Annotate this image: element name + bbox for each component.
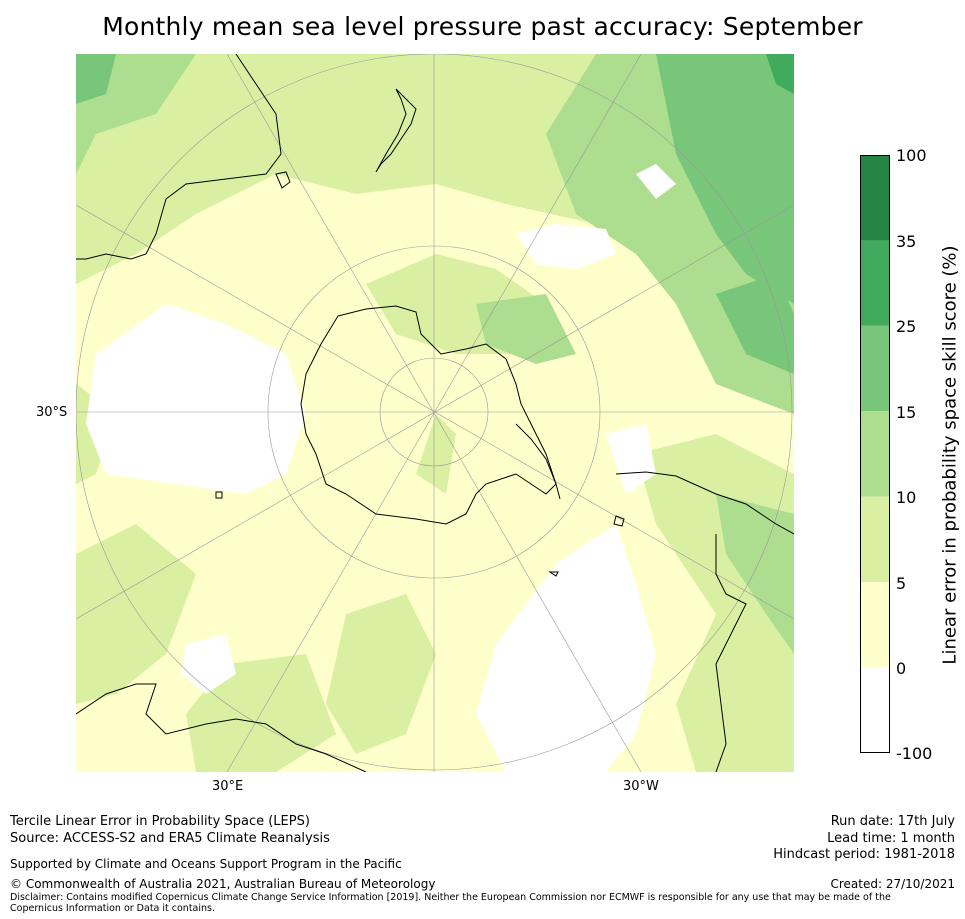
skill-negative-regions	[86, 164, 676, 772]
colorbar-tick: 10	[896, 488, 917, 507]
created-date: Created: 27/10/2021	[830, 877, 955, 891]
lead-time: Lead time: 1 month	[827, 831, 955, 846]
colorbar-swatch	[860, 155, 890, 241]
skill-score-map	[76, 54, 794, 772]
colorbar-tick: 5	[896, 574, 907, 593]
falkland-islands-coastline	[613, 515, 625, 527]
lon-label-30w: 30°W	[623, 779, 659, 794]
colorbar	[860, 155, 890, 753]
leps-description: Tercile Linear Error in Probability Spac…	[10, 814, 310, 829]
run-date: Run date: 17th July	[830, 814, 955, 829]
colorbar-tick: 0	[896, 659, 907, 678]
graticule	[76, 54, 794, 772]
disclaimer-text: Disclaimer: Contains modified Copernicus…	[10, 892, 891, 914]
antarctic-peninsula-coastline	[515, 423, 561, 500]
colorbar-swatch	[860, 325, 890, 412]
colorbar-label: Linear error in probability space skill …	[939, 245, 961, 665]
colorbar-swatch	[860, 496, 890, 583]
south-georgia-coastline	[548, 571, 559, 577]
tasmania-coastline	[275, 171, 291, 189]
antarctica-coastline	[300, 305, 557, 525]
source-text: Source: ACCESS-S2 and ERA5 Climate Reana…	[10, 831, 330, 846]
colorbar-swatch	[860, 667, 890, 753]
australia-coastline	[76, 54, 282, 260]
colorbar-swatch	[860, 411, 890, 497]
colorbar-swatch	[860, 582, 890, 668]
colorbar-border	[860, 155, 890, 753]
colorbar-tick: 100	[896, 146, 927, 165]
colorbar-tick: -100	[896, 744, 933, 763]
new-zealand-coastline	[375, 88, 417, 173]
skill-15-25-regions	[76, 54, 794, 374]
colorbar-tick: 15	[896, 403, 917, 422]
kerguelen-coastline	[215, 491, 223, 499]
coastlines	[76, 54, 794, 772]
hindcast-period: Hindcast period: 1981-2018	[773, 847, 955, 862]
south-america-coastline	[615, 471, 794, 772]
lon-label-30e: 30°E	[212, 779, 244, 794]
lat-label-30s: 30°S	[36, 405, 68, 420]
colorbar-tick: 35	[896, 232, 917, 251]
colorbar-swatch	[860, 240, 890, 326]
colorbar-tick: 25	[896, 317, 917, 336]
support-text: Supported by Climate and Oceans Support …	[10, 857, 402, 871]
africa-coastline	[76, 683, 367, 772]
map-title: Monthly mean sea level pressure past acc…	[102, 12, 863, 41]
copyright-text: © Commonwealth of Australia 2021, Austra…	[10, 877, 436, 891]
skill-25-35-regions	[766, 54, 794, 94]
